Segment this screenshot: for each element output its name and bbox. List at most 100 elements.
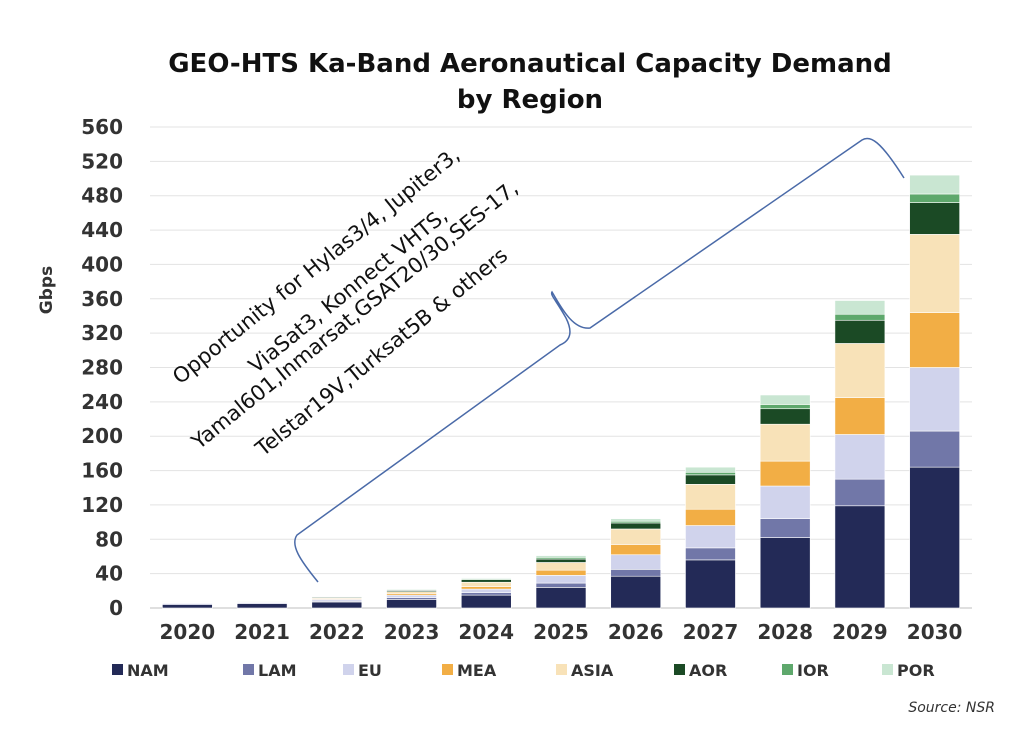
legend-item-por: POR [882, 661, 935, 680]
y-tick-label: 360 [81, 287, 123, 311]
bar-segment-lam [759, 518, 811, 538]
bar-segment-asia [610, 528, 662, 545]
bar-segment-asia [460, 581, 512, 587]
bar-segment-eu [460, 588, 512, 593]
bar-segment-mea [535, 569, 587, 576]
chart-title: GEO-HTS Ka-Band Aeronautical Capacity De… [168, 49, 892, 115]
bar-segment-aor [834, 319, 886, 344]
y-tick-label: 200 [81, 424, 123, 448]
x-tick-label: 2026 [608, 620, 664, 644]
x-tick-label: 2029 [832, 620, 888, 644]
legend-swatch [112, 664, 123, 675]
bar-segment-nam [460, 594, 512, 609]
source-note: Source: NSR [908, 700, 995, 716]
bar-segment-aor [460, 579, 512, 583]
legend-swatch [782, 664, 793, 675]
bar-segment-asia [535, 562, 587, 571]
x-tick-label: 2028 [757, 620, 813, 644]
bar-segment-asia [759, 423, 811, 462]
bar-segment-nam [535, 587, 587, 609]
legend-label: MEA [457, 661, 497, 680]
bar-stack-2023 [386, 588, 437, 609]
bar-segment-por [834, 300, 886, 315]
bar-segment-aor [759, 408, 811, 425]
bar-segment-nam [834, 505, 886, 609]
legend-label: IOR [797, 661, 829, 680]
annotation-text: Opportunity for Hylas3/4, Jupiter3,ViaSa… [168, 143, 523, 462]
x-axis-ticks: 2020 2021 2022 2023 2024 2025 2026 2027 2028 2029… [160, 620, 963, 644]
x-tick-label: 2027 [683, 620, 739, 644]
y-tick-label: 480 [81, 184, 123, 208]
bar-segment-ior [685, 471, 736, 476]
bar-segment-mea [759, 460, 811, 487]
y-tick-label: 0 [109, 596, 123, 620]
bar-segment-eu [535, 575, 587, 584]
y-tick-label: 520 [81, 149, 123, 173]
bar-stack-2029 [834, 300, 886, 609]
legend-item-eu: EU [343, 661, 382, 680]
bar-segment-eu [685, 525, 736, 549]
bar-stack-2024 [460, 577, 512, 609]
bar-stacks [162, 174, 960, 609]
bar-segment-por [610, 518, 662, 522]
x-tick-label: 2022 [309, 620, 365, 644]
legend-item-nam: NAM [112, 661, 169, 680]
legend-item-asia: ASIA [556, 661, 614, 680]
bar-stack-2026 [610, 518, 662, 609]
y-tick-label: 440 [81, 218, 123, 242]
bar-segment-eu [909, 367, 960, 432]
bar-segment-por [386, 588, 437, 591]
y-axis-ticks: 0 40 80 120 160 200 240 280 320 360 400 440 480 520 56… [81, 115, 123, 620]
bar-segment-por [909, 174, 960, 195]
legend-label: POR [897, 661, 935, 680]
legend-swatch [343, 664, 354, 675]
legend-swatch [243, 664, 254, 675]
bar-stack-2025 [535, 555, 587, 609]
y-tick-label: 160 [81, 459, 123, 483]
bar-segment-nam [386, 599, 437, 609]
bar-stack-2020 [162, 600, 213, 609]
legend-item-lam: LAM [243, 661, 297, 680]
legend-label: ASIA [571, 661, 614, 680]
bar-segment-nam [909, 466, 960, 609]
y-axis-label: Gbps [37, 266, 57, 314]
chart-title-line: GEO-HTS Ka-Band Aeronautical Capacity De… [168, 49, 892, 79]
y-tick-label: 120 [81, 493, 123, 517]
bar-segment-mea [610, 544, 662, 556]
y-tick-label: 40 [95, 562, 123, 586]
bar-segment-por [460, 577, 512, 580]
bar-segment-nam [610, 575, 662, 609]
bar-segment-aor [685, 474, 736, 485]
bar-segment-asia [834, 343, 886, 398]
x-tick-label: 2030 [907, 620, 963, 644]
gridlines [150, 126, 972, 609]
bar-segment-asia [909, 234, 960, 313]
legend-label: EU [358, 661, 382, 680]
legend-item-mea: MEA [442, 661, 497, 680]
bar-segment-aor [535, 558, 587, 563]
bar-segment-lam [610, 569, 662, 577]
bar-stack-2027 [685, 466, 736, 609]
bar-segment-mea [460, 586, 512, 590]
y-tick-label: 280 [81, 356, 123, 380]
bar-segment-por [759, 394, 811, 405]
bar-stack-2028 [759, 394, 811, 609]
bar-segment-lam [460, 592, 512, 596]
annotation-brace-path [294, 137, 905, 583]
bar-segment-mea [909, 312, 960, 368]
bar-stack-2022 [311, 595, 363, 609]
legend-label: AOR [689, 661, 727, 680]
bar-segment-mea [834, 397, 886, 435]
x-tick-label: 2020 [160, 620, 216, 644]
bar-segment-lam [909, 430, 960, 468]
legend-item-aor: AOR [674, 661, 727, 680]
bar-segment-lam [535, 582, 587, 588]
x-tick-label: 2025 [533, 620, 589, 644]
bar-segment-ior [909, 193, 960, 203]
bar-segment-eu [834, 434, 886, 480]
bar-segment-nam [759, 537, 811, 609]
x-tick-label: 2024 [458, 620, 514, 644]
bar-segment-lam [685, 547, 736, 561]
y-tick-label: 400 [81, 252, 123, 276]
annotation-brace [294, 137, 905, 583]
